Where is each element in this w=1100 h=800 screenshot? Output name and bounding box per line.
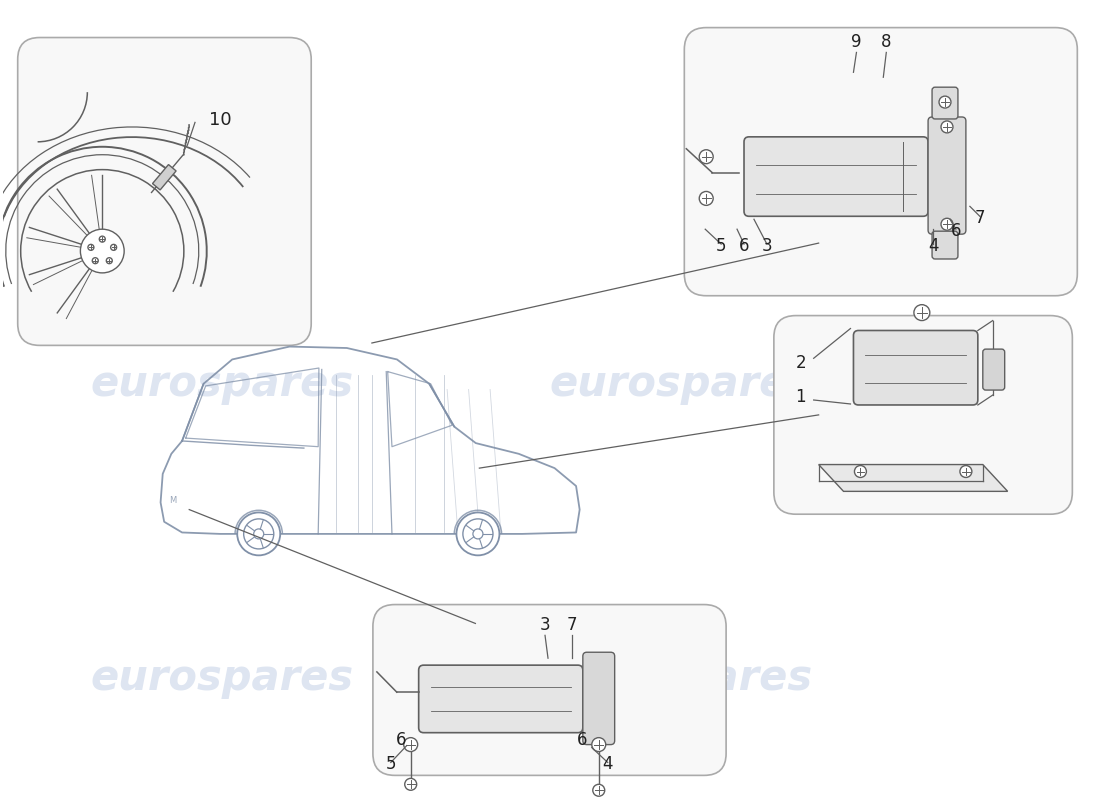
Text: eurospares: eurospares xyxy=(90,657,353,699)
Circle shape xyxy=(107,258,112,264)
FancyBboxPatch shape xyxy=(774,315,1072,514)
FancyBboxPatch shape xyxy=(932,231,958,259)
FancyBboxPatch shape xyxy=(18,38,311,346)
Circle shape xyxy=(92,258,98,264)
Text: 8: 8 xyxy=(881,34,891,51)
Text: 5: 5 xyxy=(716,237,726,255)
Text: 3: 3 xyxy=(761,237,772,255)
Circle shape xyxy=(99,236,106,242)
Polygon shape xyxy=(153,165,176,190)
Text: 7: 7 xyxy=(975,210,986,227)
FancyBboxPatch shape xyxy=(854,330,978,405)
Text: 6: 6 xyxy=(950,222,961,240)
Circle shape xyxy=(404,738,418,751)
Circle shape xyxy=(700,150,713,164)
Text: eurospares: eurospares xyxy=(550,363,813,405)
FancyBboxPatch shape xyxy=(419,665,583,733)
Circle shape xyxy=(592,738,606,751)
Circle shape xyxy=(593,784,605,796)
Text: 4: 4 xyxy=(603,755,613,774)
FancyBboxPatch shape xyxy=(583,652,615,745)
Text: 1: 1 xyxy=(795,388,806,406)
Polygon shape xyxy=(818,465,1008,491)
Circle shape xyxy=(855,466,867,478)
Circle shape xyxy=(473,529,483,539)
Circle shape xyxy=(939,96,952,108)
FancyBboxPatch shape xyxy=(373,605,726,775)
Text: 4: 4 xyxy=(927,237,938,255)
Circle shape xyxy=(940,218,953,230)
Text: 5: 5 xyxy=(386,755,396,774)
Text: 3: 3 xyxy=(540,616,550,634)
Circle shape xyxy=(940,121,953,133)
FancyBboxPatch shape xyxy=(982,349,1004,390)
Text: 9: 9 xyxy=(851,34,861,51)
Text: eurospares: eurospares xyxy=(90,363,353,405)
Text: 2: 2 xyxy=(795,354,806,372)
Circle shape xyxy=(456,513,499,555)
Text: 6: 6 xyxy=(396,730,406,749)
Text: M: M xyxy=(169,496,176,505)
Circle shape xyxy=(960,466,972,478)
Text: 6: 6 xyxy=(576,730,587,749)
FancyBboxPatch shape xyxy=(928,117,966,234)
FancyBboxPatch shape xyxy=(744,137,928,216)
Circle shape xyxy=(80,229,124,273)
Circle shape xyxy=(700,191,713,206)
Text: 10: 10 xyxy=(209,111,232,130)
Circle shape xyxy=(463,519,493,549)
Circle shape xyxy=(405,778,417,790)
Text: 6: 6 xyxy=(739,237,749,255)
FancyBboxPatch shape xyxy=(684,28,1077,296)
Text: eurospares: eurospares xyxy=(550,657,813,699)
Circle shape xyxy=(254,529,264,539)
Circle shape xyxy=(914,305,929,321)
FancyBboxPatch shape xyxy=(932,87,958,119)
Circle shape xyxy=(88,244,94,250)
Text: 7: 7 xyxy=(566,616,578,634)
Circle shape xyxy=(244,519,274,549)
Circle shape xyxy=(238,513,280,555)
Circle shape xyxy=(111,244,117,250)
